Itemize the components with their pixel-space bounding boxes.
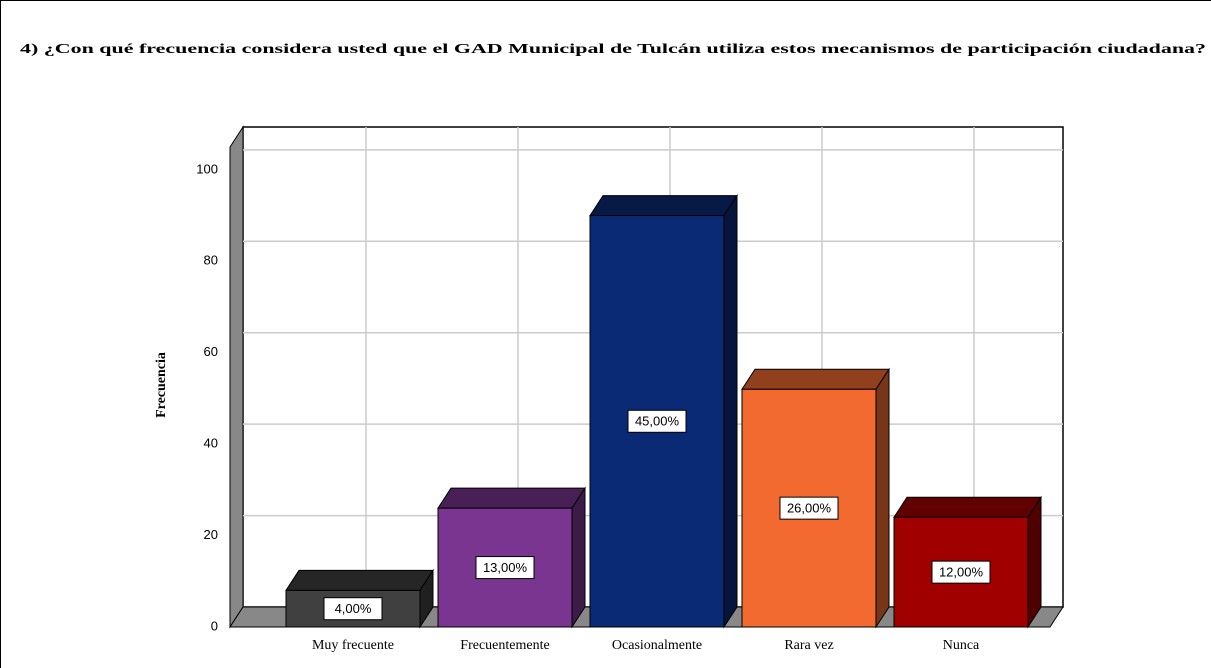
bar-top [589, 195, 738, 217]
y-tick-label: 20 [204, 527, 218, 542]
bar-label: 4,00% [335, 601, 372, 616]
y-tick-label: 0 [211, 618, 218, 633]
left-wall [229, 125, 244, 629]
bar [285, 568, 434, 629]
bar-label: 45,00% [635, 414, 680, 429]
bar-label: 12,00% [939, 565, 984, 580]
bar-label: 13,00% [483, 560, 528, 575]
bar-label-box [627, 409, 687, 433]
bar-side [1027, 495, 1042, 629]
bar-top [437, 487, 586, 509]
y-tick-label: 40 [204, 436, 218, 451]
bar-side [723, 193, 738, 629]
y-tick-label: 80 [204, 253, 218, 268]
x-tick-label: Rara vez [784, 638, 833, 653]
x-tick-label: Frecuentemente [460, 638, 549, 653]
bar-side [571, 486, 586, 629]
x-tick-label: Ocasionalmente [612, 638, 702, 653]
y-axis-title: Frecuencia [154, 352, 169, 418]
x-tick-label: Nunca [943, 638, 980, 653]
bar-label-box [323, 597, 383, 621]
bar-top [741, 368, 890, 390]
y-tick-label: 100 [196, 161, 218, 176]
bar-top [893, 496, 1042, 518]
y-tick-label: 60 [204, 344, 218, 359]
bar-top [285, 569, 434, 591]
x-tick-label: Muy frecuente [312, 638, 394, 653]
bar-label: 26,00% [787, 501, 832, 516]
bar-side [875, 367, 890, 629]
chart-title: 4) ¿Con qué frecuencia considera usted q… [20, 42, 1206, 57]
bar-label-box [931, 560, 991, 584]
bar-label-box [779, 496, 839, 520]
bar-label-box [475, 556, 535, 580]
